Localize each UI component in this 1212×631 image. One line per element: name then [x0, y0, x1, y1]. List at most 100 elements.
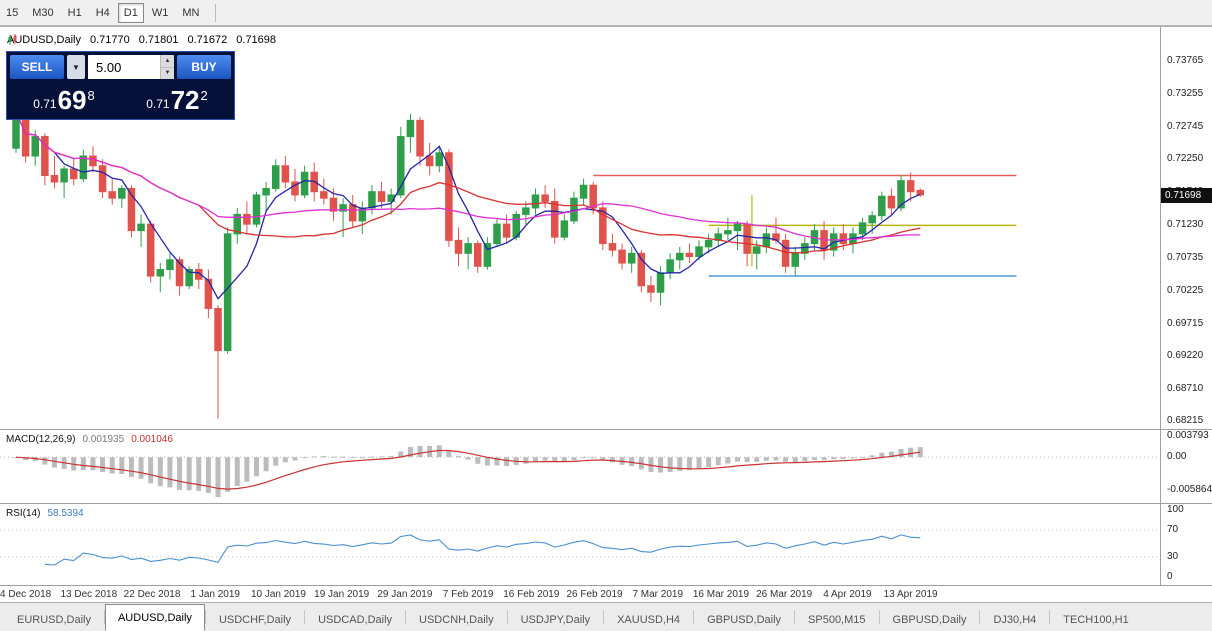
- macd-indicator-chart[interactable]: [0, 430, 1212, 503]
- tab-separator: [204, 610, 206, 624]
- date-axis-label: 19 Jan 2019: [314, 589, 370, 600]
- buy-button[interactable]: BUY: [177, 55, 231, 79]
- tab-separator: [693, 610, 695, 624]
- ohlc-open: 0.71770: [89, 34, 130, 46]
- macd-axis-label: 0.003793: [1167, 430, 1209, 442]
- chart-tab-xauusd-h4[interactable]: XAUUSD,H4: [617, 613, 681, 626]
- sell-price-prefix: 0.71: [33, 97, 57, 111]
- price-axis-label: 0.73255: [1167, 88, 1204, 100]
- buy-price-display[interactable]: 0.71 72 2: [123, 82, 231, 116]
- volume-input[interactable]: [88, 55, 160, 79]
- timeframe-button-m30[interactable]: M30: [32, 6, 54, 19]
- date-axis-label: 4 Apr 2019: [823, 589, 872, 600]
- tab-separator: [103, 610, 105, 624]
- rsi-indicator-chart[interactable]: [0, 504, 1212, 585]
- sell-price-display[interactable]: 0.71 69 8: [10, 82, 118, 116]
- chart-tab-gbpusd-daily[interactable]: GBPUSD,Daily: [892, 613, 967, 626]
- volume-up-button[interactable]: ▲: [161, 55, 174, 68]
- sell-price-pips: 69: [57, 85, 87, 115]
- date-axis-label: 26 Feb 2019: [566, 589, 623, 600]
- current-price-tag: 0.71698: [1161, 187, 1212, 203]
- buy-price-pipette: 2: [200, 88, 208, 103]
- timeframe-button-h1[interactable]: H1: [67, 6, 82, 19]
- tab-separator: [794, 610, 796, 624]
- timeframe-button-w1[interactable]: W1: [151, 6, 169, 19]
- price-axis-label: 0.69220: [1167, 349, 1204, 361]
- chart-tab-audusd-daily[interactable]: AUDUSD,Daily: [104, 604, 205, 631]
- tab-separator: [603, 610, 605, 624]
- ohlc-low: 0.71672: [187, 34, 228, 46]
- price-axis[interactable]: 0.737650.732550.727450.722500.717400.712…: [1163, 27, 1212, 429]
- price-axis-label: 0.73765: [1167, 55, 1204, 66]
- chart-tab-tech100-h1[interactable]: TECH100,H1: [1063, 613, 1129, 626]
- macd-axis[interactable]: 0.003793 0.00 -0.005864: [1163, 430, 1212, 503]
- timeframe-button-15[interactable]: 15: [6, 6, 19, 19]
- rsi-label: RSI(14): [6, 508, 41, 519]
- chart-tab-gbpusd-daily[interactable]: GBPUSD,Daily: [707, 613, 782, 626]
- date-axis-label: 16 Feb 2019: [503, 589, 560, 600]
- timeframe-button-h4[interactable]: H4: [95, 6, 110, 19]
- one-click-trading-panel: SELL ▼ ▲ ▼ BUY 0.71 69 8 0.7: [6, 51, 235, 120]
- timeframe-button-mn[interactable]: MN: [182, 6, 200, 19]
- timeframe-button-d1[interactable]: D1: [117, 2, 144, 23]
- macd-axis-label: 0.00: [1167, 451, 1187, 463]
- timeframe-toolbar: 15 M30 H1 H4 D1 W1 MN: [0, 0, 1212, 26]
- chart-tab-sp500-m15[interactable]: SP500,M15: [808, 613, 866, 626]
- price-axis-label: 0.72250: [1167, 153, 1204, 165]
- date-axis-label: 13 Dec 2018: [60, 589, 118, 600]
- date-axis[interactable]: 4 Dec 2018 13 Dec 2018 22 Dec 2018 1 Jan 20…: [0, 585, 1212, 603]
- volume-stepper: ▲ ▼: [88, 55, 174, 79]
- date-axis-label: 26 Mar 2019: [756, 589, 813, 600]
- tab-separator: [405, 610, 407, 624]
- chart-window: AUDUSD,Daily 0.71770 0.71801 0.71672 0.7…: [0, 26, 1212, 603]
- rsi-panel-splitter[interactable]: [0, 503, 1212, 504]
- tab-separator: [304, 610, 306, 624]
- date-axis-label: 13 Apr 2019: [883, 589, 938, 600]
- chart-icon: [8, 34, 17, 45]
- sell-button[interactable]: SELL: [10, 55, 64, 79]
- price-axis-label: 0.71230: [1167, 219, 1204, 231]
- buy-price-prefix: 0.71: [146, 97, 170, 111]
- price-axis-label: 0.68710: [1167, 382, 1204, 394]
- symbol-title: AUDUSD,Daily: [7, 34, 81, 46]
- chart-tab-dj30-h4[interactable]: DJ30,H4: [993, 613, 1037, 626]
- tab-separator: [506, 610, 508, 624]
- rsi-header: RSI(14) 58.5394: [6, 508, 84, 519]
- buy-price-pips: 72: [170, 85, 200, 115]
- macd-label: MACD(12,26,9): [6, 434, 76, 445]
- volume-down-button[interactable]: ▼: [161, 67, 174, 79]
- price-axis-label: 0.68215: [1167, 414, 1204, 426]
- date-axis-label: 16 Mar 2019: [692, 589, 750, 600]
- date-axis-label: 7 Feb 2019: [442, 589, 494, 600]
- rsi-axis-label: 30: [1167, 550, 1179, 562]
- macd-panel-splitter[interactable]: [0, 429, 1212, 430]
- price-axis-label: 0.70735: [1167, 251, 1204, 263]
- date-axis-label: 22 Dec 2018: [123, 589, 181, 600]
- macd-main-value: 0.001935: [82, 434, 125, 445]
- chart-tab-usdchf-daily[interactable]: USDCHF,Daily: [218, 613, 292, 626]
- price-axis-label: 0.69715: [1167, 317, 1204, 329]
- chart-tab-usdcnh-daily[interactable]: USDCNH,Daily: [419, 613, 494, 626]
- price-axis-label: 0.70225: [1167, 284, 1204, 296]
- rsi-value: 58.5394: [47, 508, 84, 519]
- chart-tab-usdcad-daily[interactable]: USDCAD,Daily: [318, 613, 393, 626]
- date-axis-label: 1 Jan 2019: [190, 589, 241, 600]
- tab-separator: [878, 610, 880, 624]
- date-axis-label: 29 Jan 2019: [377, 589, 433, 600]
- price-axis-label: 0.72745: [1167, 121, 1204, 133]
- chart-tab-bar: EURUSD,Daily AUDUSD,Daily USDCHF,Daily USDC…: [0, 602, 1212, 631]
- macd-axis-label: -0.005864: [1167, 483, 1212, 495]
- date-axis-label: 7 Mar 2019: [632, 589, 684, 600]
- chart-tab-usdjpy-daily[interactable]: USDJPY,Daily: [520, 613, 591, 626]
- rsi-axis[interactable]: 100 70 30 0: [1163, 504, 1212, 585]
- tab-separator: [1049, 610, 1051, 624]
- chart-ohlc-title: AUDUSD,Daily 0.71770 0.71801 0.71672 0.7…: [7, 34, 276, 46]
- chart-tab-eurusd-daily[interactable]: EURUSD,Daily: [17, 613, 91, 626]
- tab-separator: [979, 610, 981, 624]
- order-options-dropdown[interactable]: ▼: [67, 55, 85, 79]
- candlestick-chart[interactable]: [0, 27, 1212, 429]
- rsi-axis-label: 100: [1167, 504, 1184, 515]
- macd-signal-value: 0.001046: [131, 434, 173, 445]
- sell-price-pipette: 8: [87, 88, 95, 103]
